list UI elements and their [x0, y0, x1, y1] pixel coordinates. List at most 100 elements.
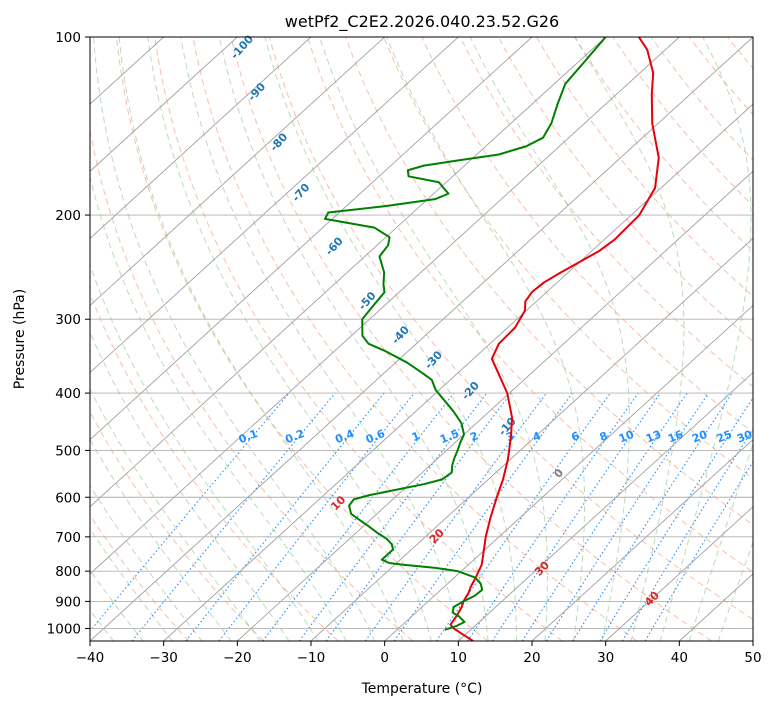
x-tick-label: 10 [450, 650, 467, 666]
moist-adiabat [90, 569, 144, 641]
y-tick-label: 400 [55, 386, 81, 402]
moist-adiabat [717, 541, 753, 641]
isotherm [90, 37, 753, 641]
y-tick-label: 1000 [47, 621, 81, 637]
y-tick-label: 800 [55, 564, 81, 580]
x-tick-label: −20 [223, 650, 252, 666]
mixing-ratio-line [131, 392, 336, 641]
y-tick-label: 700 [55, 530, 81, 546]
dewpoint-profile [323, 37, 607, 631]
profile-series [323, 37, 660, 641]
moist-adiabat [90, 174, 347, 641]
y-tick-label: 600 [55, 490, 81, 506]
dry-adiabat [116, 37, 488, 641]
isotherm [90, 37, 606, 508]
mixing-ratio-line [521, 392, 688, 641]
moist-adiabat [218, 37, 489, 641]
isotherm [90, 37, 238, 172]
mixing-ratio-line [218, 392, 415, 641]
mixing-ratio-line [393, 392, 573, 641]
mixing-ratio-line [644, 460, 753, 641]
mixing-ratio-line [599, 396, 753, 641]
dry-adiabat [650, 37, 753, 162]
mixing-ratio-label: 30 [735, 428, 754, 446]
moist-adiabat [90, 263, 319, 641]
isotherm [90, 37, 533, 441]
mixing-ratio-line [325, 392, 512, 641]
moist-adiabat [93, 37, 376, 641]
mixing-ratio-line [364, 392, 547, 641]
mixing-ratio-label: 25 [715, 428, 734, 446]
moist-adiabat [386, 37, 586, 641]
dry-adiabat [345, 37, 753, 526]
moist-adiabat [264, 37, 517, 641]
mixing-ratio-line [491, 392, 661, 641]
background-lines [90, 37, 753, 641]
x-tick-label: 50 [744, 650, 761, 666]
dry-adiabat [497, 37, 753, 343]
moist-adiabat [118, 37, 404, 641]
isotherm [531, 439, 753, 641]
dry-adiabat [90, 514, 190, 641]
dry-adiabat [459, 37, 753, 388]
x-axis: −40 −30 −20 −10 0 10 20 30 40 50 [76, 641, 762, 666]
dry-adiabat [90, 410, 264, 641]
isotherm [90, 37, 312, 239]
dry-adiabat [307, 37, 753, 573]
y-tick-label: 500 [55, 443, 81, 459]
dry-adiabat [154, 37, 563, 641]
mixing-ratio-label: 10 [617, 428, 636, 446]
isotherm [90, 37, 680, 575]
moist-adiabat [469, 37, 630, 641]
x-tick-label: −30 [149, 650, 178, 666]
x-tick-label: 0 [380, 650, 389, 666]
y-tick-label: 900 [55, 594, 81, 610]
x-tick-label: −40 [76, 650, 105, 666]
dry-adiabat [230, 37, 712, 641]
isotherm [237, 170, 753, 641]
mixing-ratio-label: 13 [644, 428, 663, 446]
x-tick-label: 40 [671, 650, 688, 666]
mixing-ratio-line [90, 392, 290, 632]
mixing-ratio-line [185, 392, 385, 641]
moist-adiabat [90, 331, 290, 641]
moist-adiabat [180, 37, 461, 641]
moist-adiabat [688, 442, 753, 641]
x-tick-label: 20 [523, 650, 540, 666]
mixing-ratio-label: 20 [690, 428, 709, 446]
x-axis-title: Temperature (°C) [361, 681, 483, 697]
chart-title: wetPf2_C2E2.2026.040.23.52.G26 [285, 12, 559, 32]
isotherm [163, 103, 753, 641]
dry-adiabat [574, 37, 753, 252]
dry-adiabat [421, 37, 753, 434]
moist-adiabat [147, 37, 432, 641]
dry-adiabat [383, 37, 753, 480]
isotherm [458, 371, 753, 641]
plot-frame [89, 36, 754, 642]
dry-adiabat [192, 37, 638, 641]
isotherm [90, 37, 459, 374]
isotherm [90, 37, 385, 307]
isotherm [384, 304, 753, 641]
moist-adiabat [90, 388, 261, 641]
mixing-ratio-label: 2 [468, 429, 480, 444]
x-tick-label: 30 [597, 650, 614, 666]
moist-adiabat [90, 528, 174, 641]
moist-adiabat [659, 37, 752, 641]
moist-adiabat [574, 37, 685, 641]
y-axis: 100 200 300 400 500 600 700 800 900 1000 [47, 30, 90, 637]
dry-adiabat [268, 37, 753, 621]
dry-adiabat [90, 292, 339, 641]
temperature-profile [449, 37, 660, 641]
mixing-ratio-line [621, 427, 753, 641]
moist-adiabat [319, 37, 548, 641]
moist-adiabat [90, 484, 203, 641]
mixing-ratio-label: 16 [666, 428, 685, 446]
y-tick-label: 200 [55, 208, 81, 224]
y-tick-label: 300 [55, 312, 81, 328]
dry-adiabat [90, 128, 414, 641]
mixing-ratio-line [572, 392, 733, 641]
isotherm [605, 506, 753, 641]
x-tick-label: −10 [297, 650, 326, 666]
